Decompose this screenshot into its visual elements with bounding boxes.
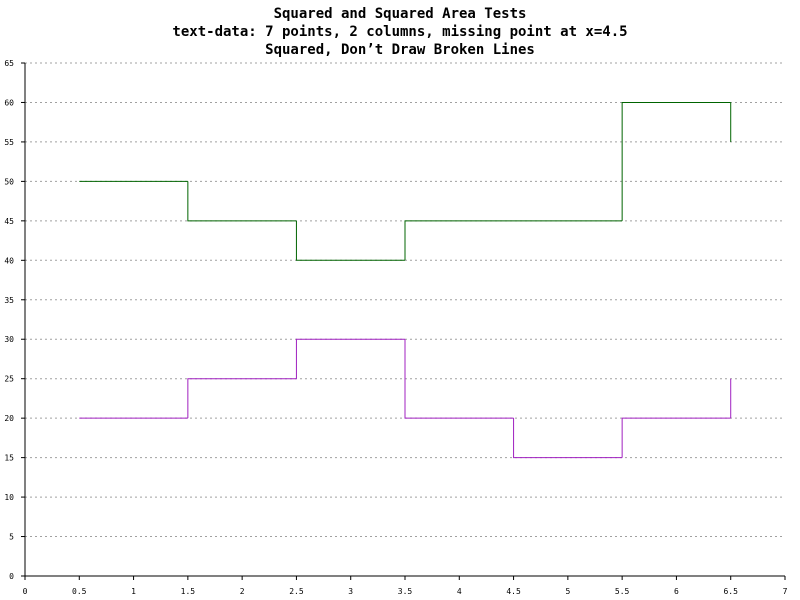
x-tick-label: 1 <box>131 587 136 596</box>
x-tick-label: 2.5 <box>289 587 304 596</box>
step-segment <box>187 378 297 419</box>
x-tick-label: 5.5 <box>615 587 630 596</box>
step-segment <box>404 220 623 261</box>
y-tick-label: 15 <box>4 454 14 463</box>
y-tick-label: 65 <box>4 59 14 68</box>
x-tick-label: 0 <box>23 587 28 596</box>
x-tick-label: 3.5 <box>398 587 413 596</box>
step-segment <box>295 338 405 379</box>
y-tick-label: 55 <box>4 138 14 147</box>
x-tick-label: 5 <box>565 587 570 596</box>
chart-title: Squared and Squared Area Tests <box>274 6 527 22</box>
chart-title: text-data: 7 points, 2 columns, missing … <box>172 24 627 40</box>
step-segment <box>187 181 297 222</box>
step-segment <box>404 339 514 419</box>
y-tick-label: 60 <box>4 98 14 107</box>
x-tick-label: 3 <box>348 587 353 596</box>
step-segment <box>295 220 405 261</box>
y-tick-label: 10 <box>4 493 14 502</box>
x-tick-label: 7 <box>783 587 788 596</box>
y-tick-label: 35 <box>4 296 14 305</box>
x-tick-label: 6.5 <box>723 587 738 596</box>
step-segment <box>513 418 623 459</box>
step-segment <box>621 417 731 458</box>
y-tick-label: 30 <box>4 335 14 344</box>
y-tick-label: 0 <box>9 572 14 581</box>
x-tick-label: 4.5 <box>506 587 521 596</box>
y-tick-label: 25 <box>4 375 14 384</box>
y-tick-label: 20 <box>4 414 14 423</box>
x-tick-label: 0.5 <box>72 587 87 596</box>
y-tick-label: 5 <box>9 533 14 542</box>
y-tick-label: 50 <box>4 177 14 186</box>
x-tick-label: 4 <box>457 587 462 596</box>
x-tick-label: 6 <box>674 587 679 596</box>
x-tick-label: 2 <box>240 587 245 596</box>
y-tick-label: 45 <box>4 217 14 226</box>
y-tick-label: 40 <box>4 256 14 265</box>
step-segment <box>621 101 731 221</box>
x-tick-label: 1.5 <box>181 587 196 596</box>
chart-title: Squared, Don’t Draw Broken Lines <box>265 42 535 58</box>
